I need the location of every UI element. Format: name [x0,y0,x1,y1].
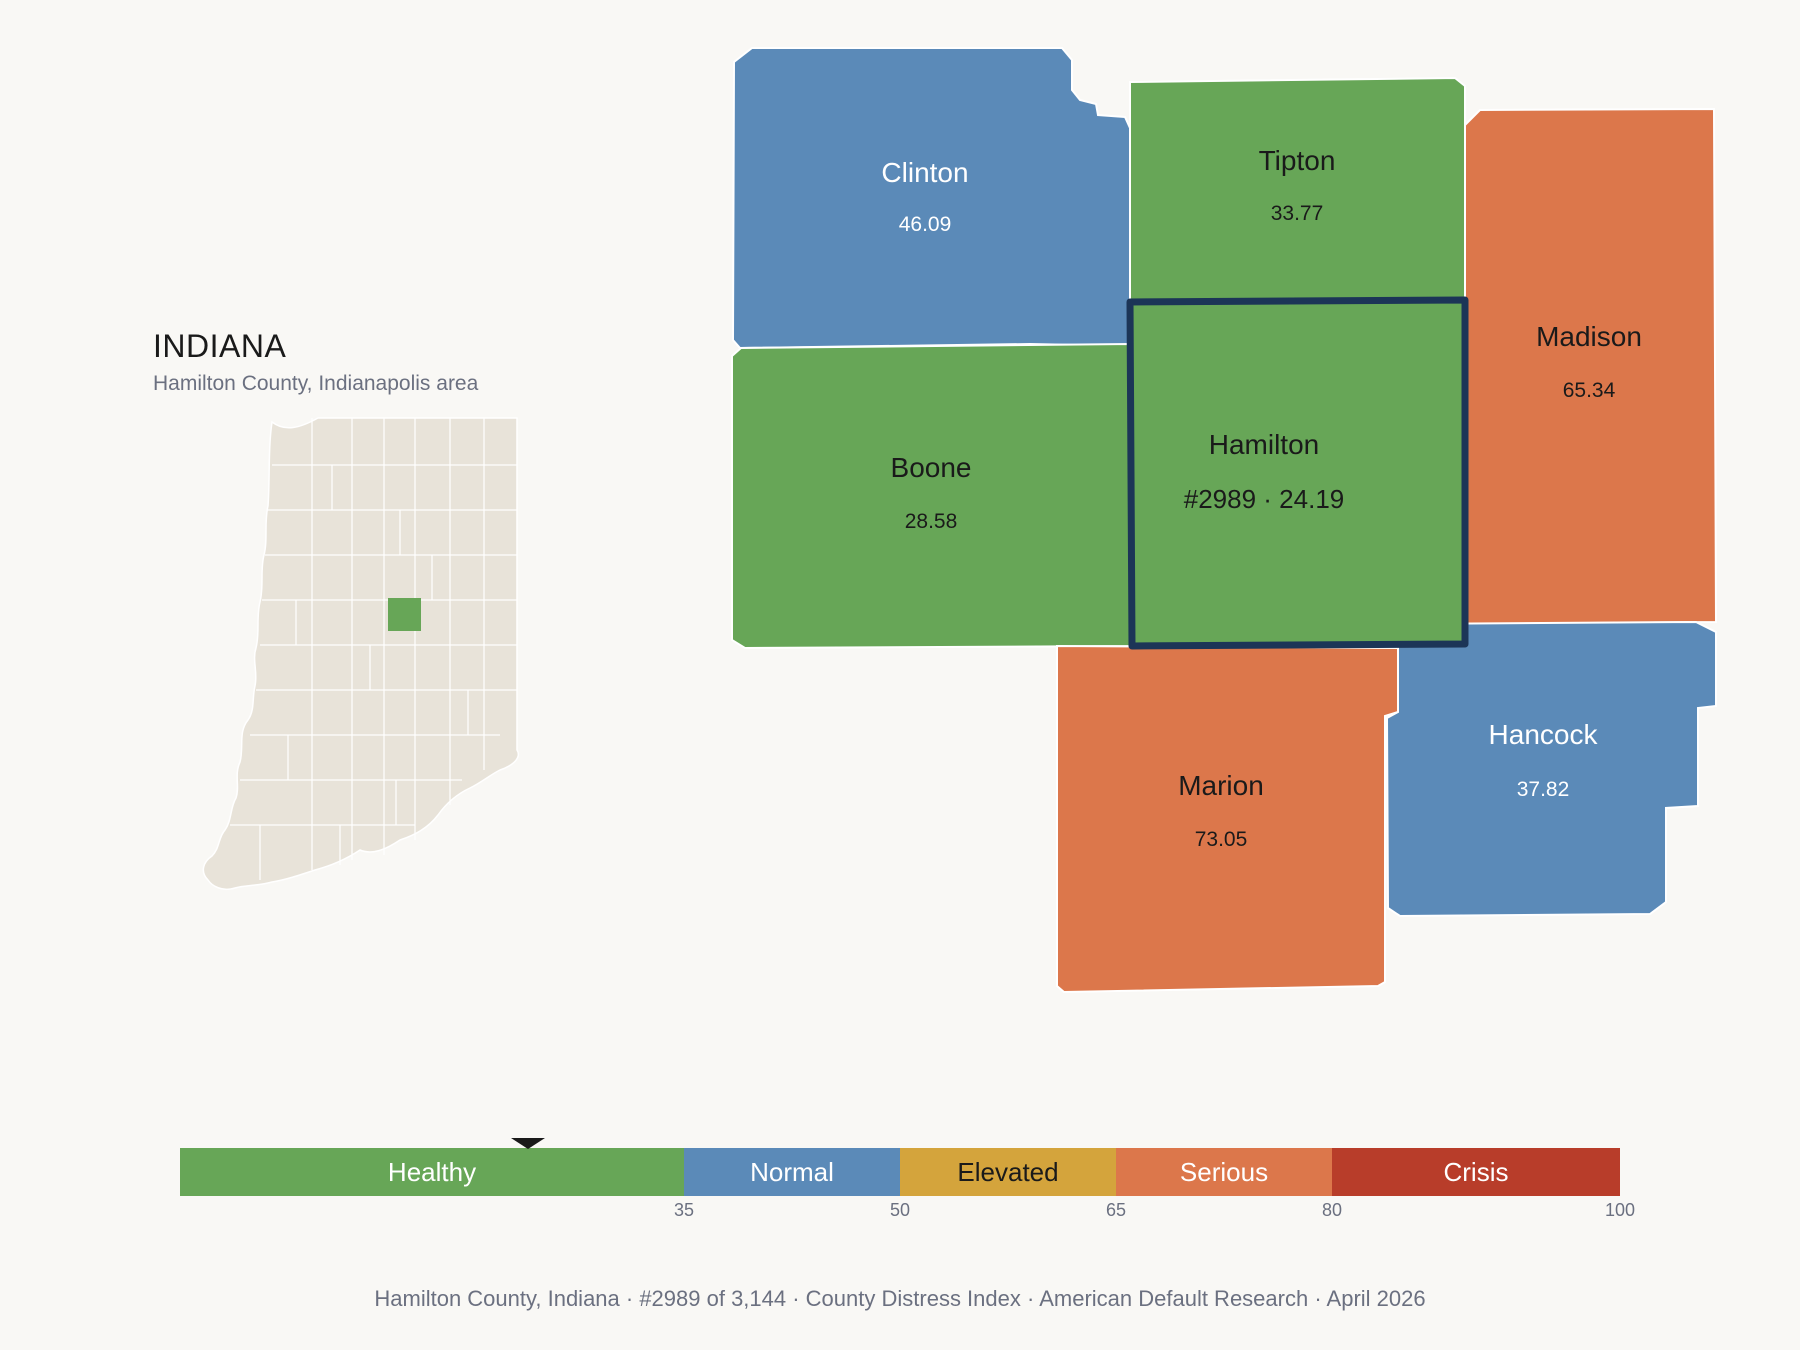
county-hamilton-score: #2989 · 24.19 [1184,484,1344,514]
county-marion[interactable]: Marion 73.05 [1056,644,1399,994]
scale-tick-label: 65 [1105,1200,1127,1220]
county-marion-name: Marion [1178,770,1264,801]
county-tipton-score: 33.77 [1271,202,1324,225]
county-madison-score: 65.34 [1563,379,1616,402]
county-clinton-score: 46.09 [899,213,952,236]
state-title: INDIANA [153,328,287,364]
state-subtitle: Hamilton County, Indianapolis area [153,372,479,395]
county-boone-name: Boone [891,452,972,483]
scale-tick-label: 35 [673,1200,695,1220]
indiana-outline [202,417,519,891]
county-clinton[interactable]: Clinton 46.09 [731,47,1131,350]
county-clinton-name: Clinton [881,157,968,188]
county-hamilton-shape [1130,300,1465,646]
county-hamilton-name: Hamilton [1209,429,1319,460]
selected-county-border [1126,296,1469,650]
scale-band-serious: Serious [1116,1148,1332,1196]
county-madison-name: Madison [1536,321,1642,352]
distress-scale: Healthy Normal Elevated Serious Crisis [180,1148,1620,1196]
scale-tick-label: 100 [1604,1200,1636,1220]
county-madison[interactable]: Madison 65.34 [1464,107,1718,626]
scale-band-healthy: Healthy [180,1148,684,1196]
scale-band-elevated: Elevated [900,1148,1116,1196]
county-boone[interactable]: Boone 28.58 [731,342,1131,650]
county-marion-score: 73.05 [1195,828,1248,851]
county-hancock[interactable]: Hancock 37.82 [1385,620,1717,918]
county-hancock-score: 37.82 [1517,778,1570,801]
score-marker [511,1138,546,1149]
scale-tick-label: 80 [1321,1200,1343,1220]
indiana-locator-map [202,417,519,891]
footer-caption: Hamilton County, Indiana · #2989 of 3,14… [374,1286,1426,1311]
scale-tick-label: 50 [889,1200,911,1220]
county-boone-score: 28.58 [905,510,958,533]
scale-band-crisis: Crisis [1332,1148,1620,1196]
county-hancock-name: Hancock [1489,719,1599,750]
scale-band-normal: Normal [684,1148,900,1196]
county-tipton[interactable]: Tipton 33.77 [1129,76,1466,301]
hamilton-locator-highlight [388,598,421,631]
county-hamilton[interactable]: Hamilton #2989 · 24.19 [1126,296,1469,650]
county-tipton-name: Tipton [1259,145,1336,176]
